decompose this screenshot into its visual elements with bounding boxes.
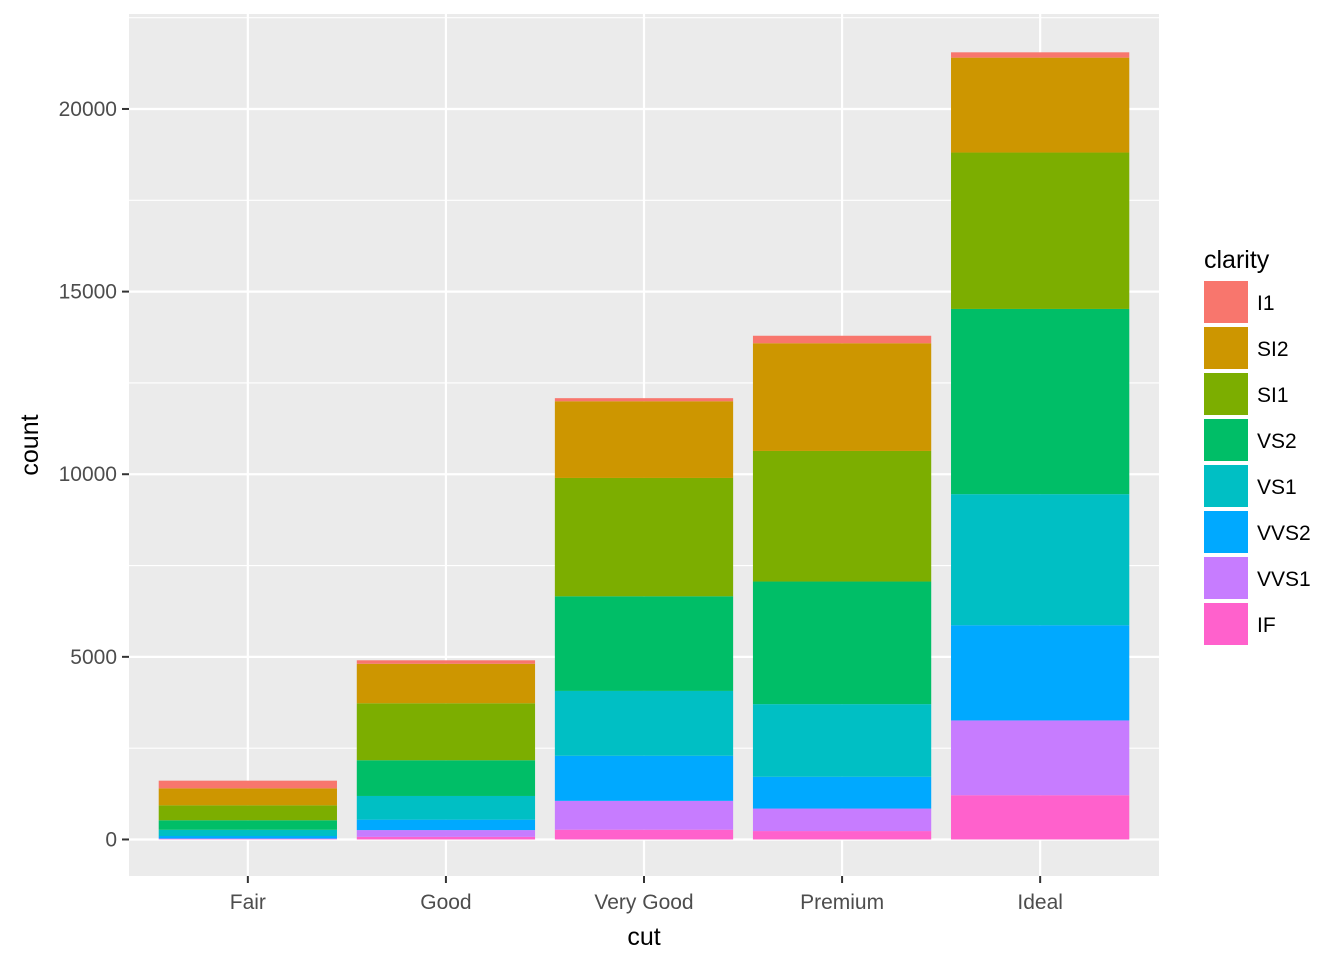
legend-label-si1: SI1 — [1257, 384, 1289, 407]
y-axis-title: count — [16, 414, 44, 475]
bar-segment-vvs1-fair — [159, 839, 337, 840]
bar-segment-si1-very-good — [555, 478, 733, 596]
bar-segment-vvs1-very-good — [555, 801, 733, 830]
bar-segment-vvs2-good — [357, 820, 535, 830]
y-tick-label: 0 — [105, 828, 117, 851]
x-tick-label: Good — [420, 891, 471, 914]
legend-items: I1 SI2 SI1 VS2 VS1 VVS2 VVS1 IF — [1204, 281, 1311, 645]
bar-segment-vvs1-ideal — [951, 720, 1129, 795]
legend-label-i1: I1 — [1257, 292, 1275, 315]
legend-key-si2 — [1204, 327, 1248, 369]
bar-segment-vvs2-ideal — [951, 625, 1129, 720]
legend-key-i1 — [1204, 281, 1248, 323]
bar-segment-vs2-very-good — [555, 596, 733, 691]
bar-segment-vvs1-good — [357, 830, 535, 837]
bar-segment-si1-premium — [753, 451, 931, 582]
legend: clarity I1 SI2 SI1 VS2 VS1 VVS2 VVS1 IF — [1204, 246, 1311, 645]
bar-segment-si1-ideal — [951, 153, 1129, 309]
bar-segment-i1-fair — [159, 781, 337, 789]
bar-segment-si2-ideal — [951, 58, 1129, 153]
legend-key-vs2 — [1204, 419, 1248, 461]
legend-key-if — [1204, 603, 1248, 645]
legend-label-si2: SI2 — [1257, 338, 1289, 361]
y-tick-label: 15000 — [59, 281, 117, 304]
bar-segment-vs1-good — [357, 796, 535, 820]
bar-segment-vvs2-premium — [753, 777, 931, 809]
bar-segment-si1-good — [357, 703, 535, 760]
legend-label-vvs1: VVS1 — [1257, 568, 1311, 591]
bar-segment-i1-premium — [753, 336, 931, 343]
bar-segment-si2-fair — [159, 788, 337, 805]
x-tick-label: Premium — [800, 891, 884, 914]
legend-label-if: IF — [1257, 614, 1276, 637]
bar-segment-vs1-very-good — [555, 691, 733, 756]
y-axis: 0 5000 10000 15000 20000 — [59, 98, 129, 852]
bar-segment-vvs1-premium — [753, 809, 931, 831]
legend-key-si1 — [1204, 373, 1248, 415]
bar-segment-vs1-ideal — [951, 494, 1129, 625]
bar-segment-i1-ideal — [951, 52, 1129, 57]
legend-key-vvs2 — [1204, 511, 1248, 553]
bar-segment-vvs2-very-good — [555, 756, 733, 801]
y-tick-label: 10000 — [59, 463, 117, 486]
legend-key-vvs1 — [1204, 557, 1248, 599]
bar-segment-if-good — [357, 837, 535, 840]
legend-label-vs1: VS1 — [1257, 476, 1297, 499]
legend-title: clarity — [1204, 246, 1270, 274]
bar-segment-if-very-good — [555, 830, 733, 840]
bar-segment-vs1-premium — [753, 704, 931, 777]
bar-segment-i1-very-good — [555, 398, 733, 401]
y-tick-label: 5000 — [70, 646, 117, 669]
x-tick-label: Very Good — [594, 891, 693, 914]
bar-segment-si2-premium — [753, 343, 931, 451]
bar-segment-vs2-ideal — [951, 309, 1129, 494]
bar-segment-if-ideal — [951, 795, 1129, 839]
bar-segment-si2-good — [357, 664, 535, 703]
y-tick-label: 20000 — [59, 98, 117, 121]
bar-segment-vs2-fair — [159, 820, 337, 830]
bar-segment-i1-good — [357, 660, 535, 664]
bar-segment-si1-fair — [159, 805, 337, 820]
x-axis: Fair Good Very Good Premium Ideal — [230, 876, 1063, 914]
bar-segment-if-premium — [753, 831, 931, 839]
x-tick-label: Ideal — [1017, 891, 1063, 914]
legend-key-vs1 — [1204, 465, 1248, 507]
bar-segment-vs1-fair — [159, 830, 337, 836]
x-axis-title: cut — [627, 923, 660, 951]
bar-segment-vs2-good — [357, 760, 535, 796]
legend-label-vs2: VS2 — [1257, 430, 1297, 453]
bar-segment-si2-very-good — [555, 401, 733, 478]
bar-segment-vs2-premium — [753, 582, 931, 705]
x-tick-label: Fair — [230, 891, 266, 914]
bar-segment-vvs2-fair — [159, 836, 337, 839]
legend-label-vvs2: VVS2 — [1257, 522, 1311, 545]
